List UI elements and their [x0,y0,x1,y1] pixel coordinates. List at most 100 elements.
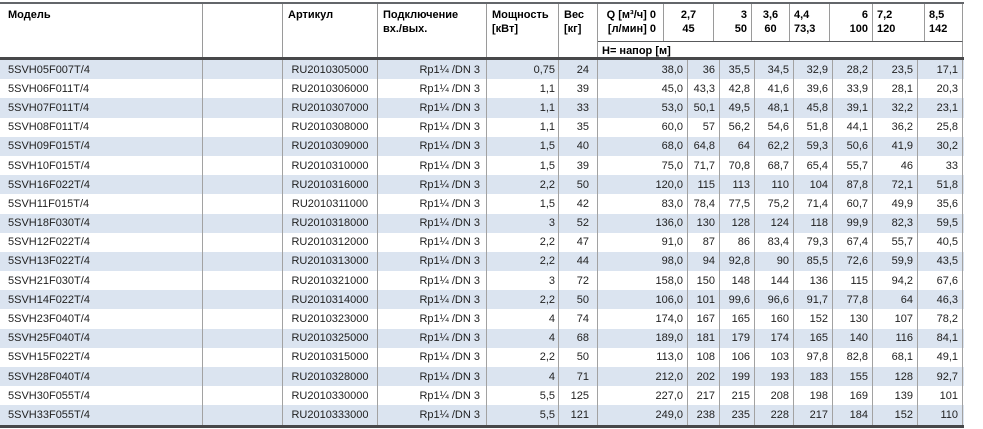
article-cell: RU2010316000 [283,175,378,195]
connection-cell: Rp1¼ /DN 3 [378,271,487,291]
model-cell: 5SVH33F055T/4 [0,405,203,425]
weight-cell: 121 [559,405,598,425]
head-value-cell: 91,7 [794,290,833,310]
head-value-cell: 46 [873,155,918,176]
power-cell: 1,1 [487,98,559,118]
power-label-line1: Мощность [492,9,549,21]
column-header-model-label: Модель [8,9,51,21]
model-cell: 5SVH23F040T/4 [0,309,203,329]
empty-cell [203,213,283,233]
head-value-cell: 43,3 [688,79,720,99]
model-cell: 5SVH05F007T/4 [0,60,203,80]
head-value-cell: 41,6 [755,79,794,99]
head-value-cell: 23,5 [873,60,918,80]
head-value-cell: 64 [720,136,755,156]
article-cell: RU2010305000 [283,60,378,80]
head-value-cell: 30,2 [918,136,963,156]
head-value-cell: 106 [720,347,755,367]
table-row: 5SVH08F011T/4 RU2010308000 Rp1¼ /DN 3 1,1 35… [0,117,964,137]
q-cell: 98,0 [598,251,688,272]
weight-label-line1: Вес [564,9,585,21]
column-header-flow-q: Q [м³/ч] 0 [л/мин] 0 [598,4,664,41]
head-value-cell: 67,4 [833,232,873,252]
empty-cell [203,117,283,137]
head-value-cell: 90 [755,251,794,272]
head-row-label: Н= напор [м] [602,45,671,57]
q-cell: 45,0 [598,79,688,99]
power-cell: 3 [487,213,559,233]
flow-m3h-value: 2,7 [680,9,697,21]
head-value-cell: 83,4 [755,232,794,252]
head-value-cell: 70,8 [720,155,755,176]
head-value-cell: 179 [720,328,755,348]
head-value-cell: 215 [720,386,755,406]
head-value-cell: 65,4 [794,155,833,176]
article-cell: RU2010313000 [283,251,378,272]
article-cell: RU2010333000 [283,405,378,425]
head-row-label-cell: Н= напор [м] [598,41,963,57]
connection-cell: Rp1¼ /DN 3 [378,251,487,272]
model-cell: 5SVH15F022T/4 [0,347,203,367]
head-value-cell: 160 [755,309,794,329]
table-row: 5SVH18F030T/4 RU2010318000 Rp1¼ /DN 3 3 52 13… [0,213,964,233]
head-value-cell: 45,8 [794,98,833,118]
flow-lmin-value: 73,3 [794,23,816,35]
flow-m3h-value: 8,5 [929,9,945,21]
weight-cell: 50 [559,290,598,310]
connection-cell: Rp1¼ /DN 3 [378,386,487,406]
head-value-cell: 48,1 [755,98,794,118]
head-value-cell: 49,1 [918,347,963,367]
model-cell: 5SVH09F015T/4 [0,136,203,156]
head-value-cell: 174 [755,328,794,348]
head-value-cell: 36,2 [873,117,918,137]
flow-lmin-value: 142 [929,23,948,35]
model-cell: 5SVH25F040T/4 [0,328,203,348]
model-cell: 5SVH21F030T/4 [0,271,203,291]
table-row: 5SVH33F055T/4 RU2010333000 Rp1¼ /DN 3 5,5 12… [0,405,964,425]
head-value-cell: 32,9 [794,60,833,80]
q-cell: 91,0 [598,232,688,252]
column-header-article: Артикул [283,4,378,57]
weight-cell: 40 [559,136,598,156]
head-value-cell: 32,2 [873,98,918,118]
model-cell: 5SVH30F055T/4 [0,386,203,406]
empty-cell [203,405,283,425]
head-value-cell: 77,5 [720,194,755,214]
empty-cell [203,271,283,291]
head-value-cell: 217 [794,405,833,425]
head-value-cell: 54,6 [755,117,794,137]
flow-column-header: 2,7 45 [664,4,714,41]
head-value-cell: 40,5 [918,232,963,252]
q-cell: 120,0 [598,175,688,195]
empty-cell [203,347,283,367]
head-value-cell: 101 [688,290,720,310]
head-value-cell: 68,1 [873,347,918,367]
power-cell: 1,1 [487,79,559,99]
flow-lmin-value: 100 [849,23,868,35]
flow-m3h-value: 3,6 [762,9,779,21]
q-cell: 106,0 [598,290,688,310]
head-value-cell: 115 [688,175,720,195]
empty-cell [203,194,283,214]
table-row: 5SVH30F055T/4 RU2010330000 Rp1¼ /DN 3 5,5 12… [0,386,964,406]
flow-m3h-value: 6 [861,9,868,21]
head-value-cell: 184 [833,405,873,425]
table-row: 5SVH15F022T/4 RU2010315000 Rp1¼ /DN 3 2,2 50… [0,347,964,367]
flow-column-header: 6 100 [830,4,873,41]
connection-cell: Rp1¼ /DN 3 [378,79,487,99]
power-cell: 5,5 [487,405,559,425]
head-value-cell: 238 [688,405,720,425]
head-value-cell: 140 [833,328,873,348]
power-cell: 2,2 [487,175,559,195]
empty-cell [203,251,283,272]
head-value-cell: 150 [688,271,720,291]
empty-cell [203,60,283,80]
head-value-cell: 128 [873,367,918,387]
q-cell: 75,0 [598,155,688,176]
head-value-cell: 35,6 [918,194,963,214]
head-value-cell: 94,2 [873,271,918,291]
connection-cell: Rp1¼ /DN 3 [378,117,487,137]
model-cell: 5SVH14F022T/4 [0,290,203,310]
weight-cell: 50 [559,347,598,367]
empty-cell [203,290,283,310]
